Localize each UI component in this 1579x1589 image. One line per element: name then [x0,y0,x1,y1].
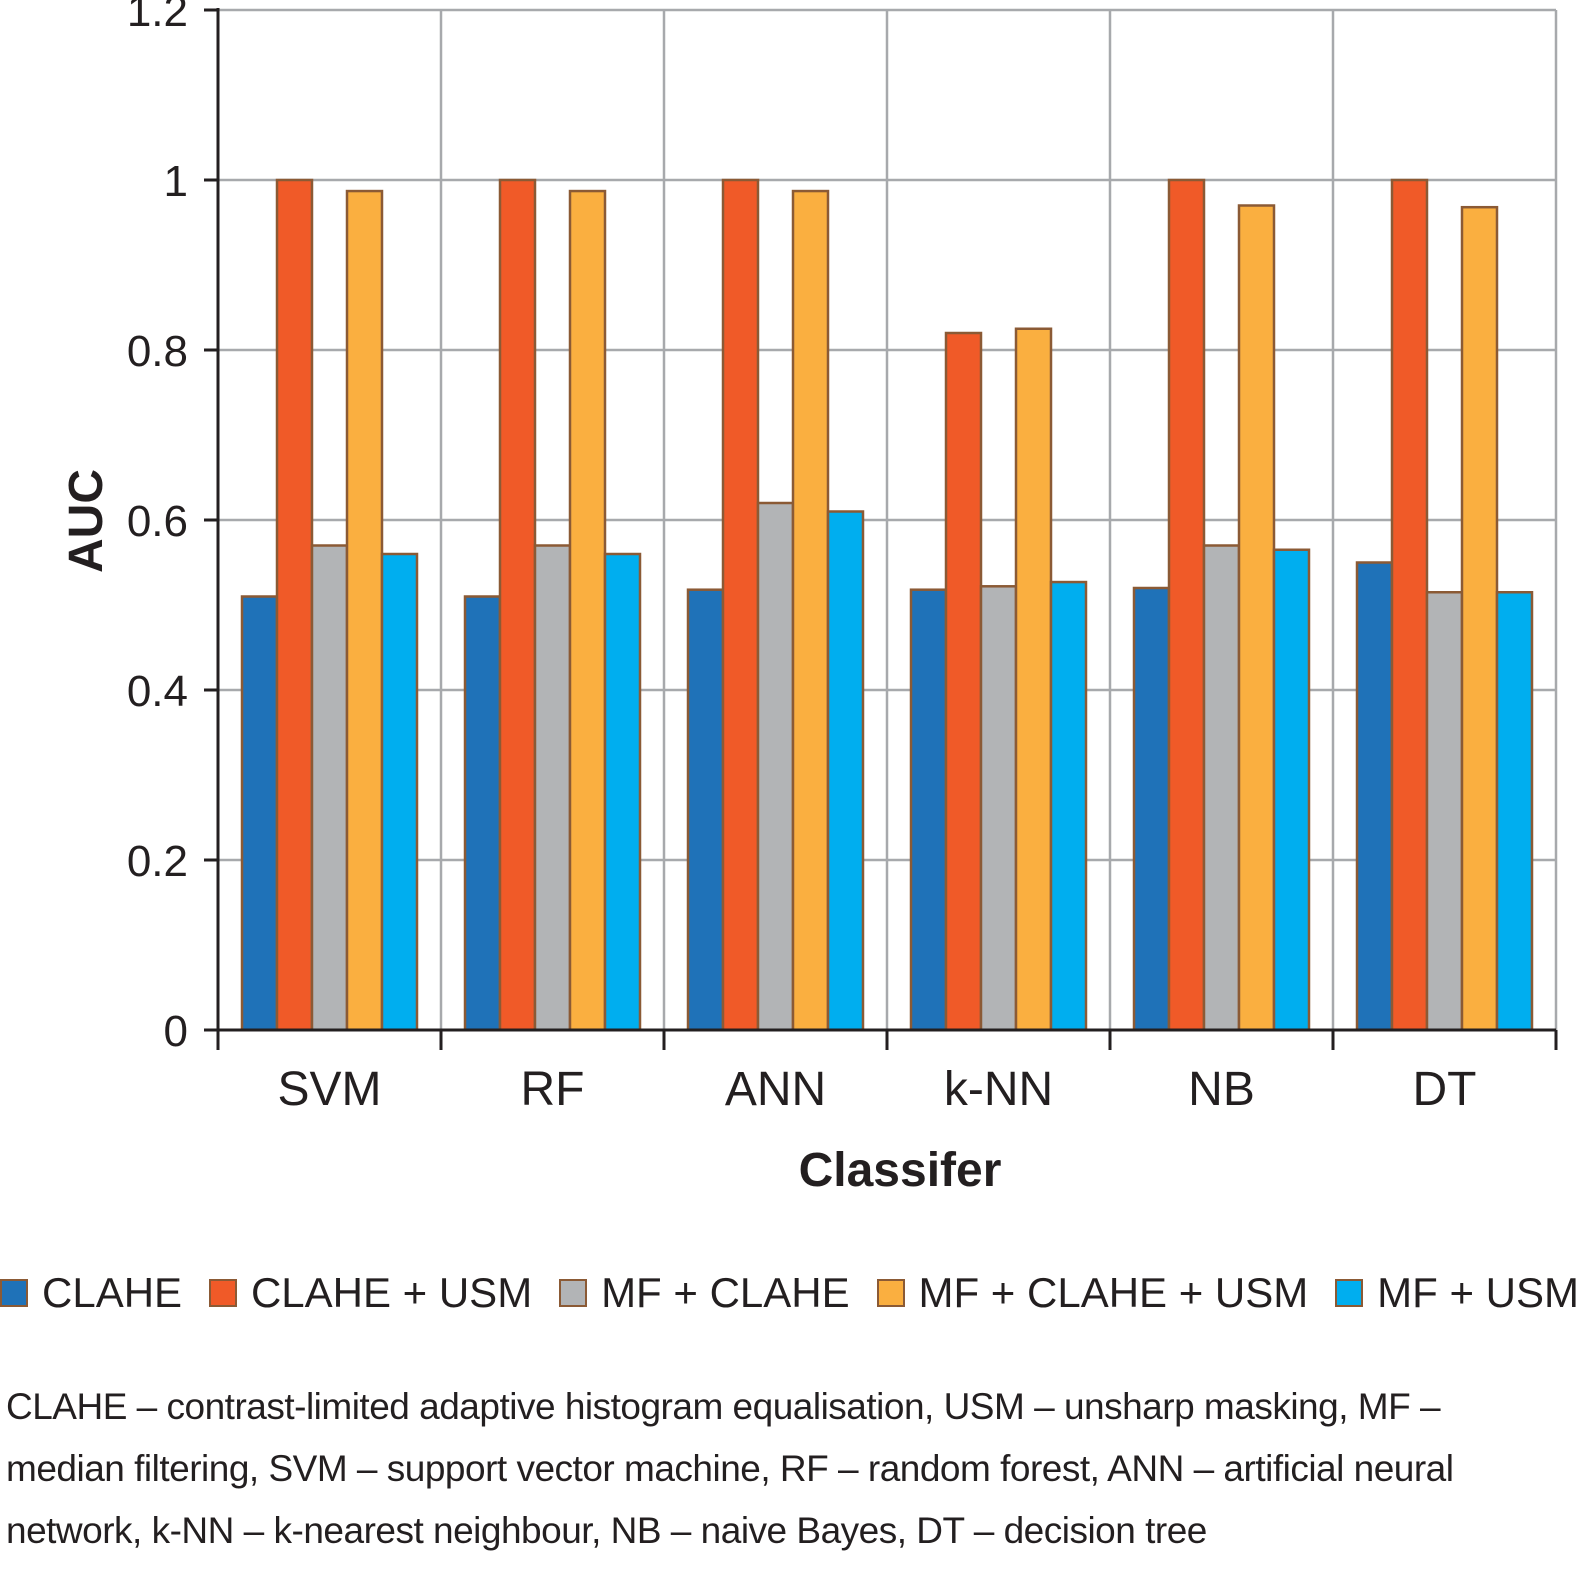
bar [345,189,384,1032]
legend-swatch-mf-clahe [559,1279,588,1307]
bar [275,178,314,1032]
bar [498,178,537,1032]
legend-item-mf-clahe: MF + CLAHE [559,1269,850,1317]
bar [1355,561,1394,1032]
x-axis-title: Classifer [799,1144,1002,1197]
y-tick-label: 1 [164,157,188,206]
legend-swatch-mf-clahe-usm [876,1279,905,1307]
legend-label-mf-clahe-usm: MF + CLAHE + USM [918,1269,1309,1316]
x-tick-label: k-NN [944,1063,1053,1116]
bar [909,588,948,1032]
y-axis-title: AUC [60,469,113,573]
bar [1167,178,1206,1032]
bar [721,178,760,1032]
bar [1272,548,1311,1032]
legend-label-mf-usm: MF + USM [1377,1269,1579,1316]
bar [568,189,607,1032]
y-tick-label: 0.8 [127,327,188,376]
x-tick-label: ANN [725,1063,826,1116]
y-tick-label: 0.6 [127,497,188,546]
legend-swatch-clahe [0,1279,28,1307]
footnote-line-3: network, k-NN – k-nearest neighbour, NB … [6,1510,1207,1551]
legend-item-mf-clahe-usm: MF + CLAHE + USM [876,1269,1309,1317]
y-tick-label: 0 [164,1007,188,1056]
x-tick-label: NB [1188,1063,1255,1116]
footnote-line-2: median filtering, SVM – support vector m… [6,1448,1454,1489]
legend-item-clahe-usm: CLAHE + USM [208,1269,533,1317]
legend-label-clahe-usm: CLAHE + USM [250,1269,533,1316]
bar [826,510,865,1032]
legend-swatch-mf-usm [1335,1279,1364,1307]
bar [603,552,642,1032]
footnote-line-1: CLAHE – contrast-limited adaptive histog… [6,1386,1441,1427]
bar [1202,544,1241,1032]
bar [791,189,830,1032]
bar [1460,205,1499,1032]
chart-legend: CLAHE CLAHE + USM MF + CLAHE MF + CLAHE … [0,1258,1579,1328]
bar [1390,178,1429,1032]
legend-item-clahe: CLAHE [0,1269,182,1317]
bar [979,585,1018,1032]
footnote: CLAHE – contrast-limited adaptive histog… [6,1376,1576,1562]
bar [1014,327,1053,1032]
bar [463,595,502,1032]
bar [533,544,572,1032]
bar [1049,580,1088,1032]
bar [1237,204,1276,1032]
legend-label-clahe: CLAHE [42,1269,183,1316]
bar [1425,591,1464,1032]
x-tick-label: DT [1413,1063,1477,1116]
legend-label-mf-clahe: MF + CLAHE [601,1269,850,1316]
bar [1495,591,1534,1032]
bar [686,588,725,1032]
y-tick-label: 0.2 [127,837,188,886]
legend-item-mf-usm: MF + USM [1335,1269,1579,1317]
bar [240,595,279,1032]
bar [310,544,349,1032]
bar [1132,586,1171,1032]
legend-swatch-clahe-usm [208,1279,237,1307]
bar [380,552,419,1032]
bar-chart: 0 0.2 0.4 0.6 0.8 1 1.2 SVM RF ANN k-NN NB DT Classif… [60,0,1558,1197]
bar [944,331,983,1032]
x-tick-label: SVM [277,1063,381,1116]
x-tick-label: RF [521,1063,585,1116]
bar [756,501,795,1032]
y-tick-label: 0.4 [127,667,188,716]
y-tick-label: 1.2 [127,0,188,36]
